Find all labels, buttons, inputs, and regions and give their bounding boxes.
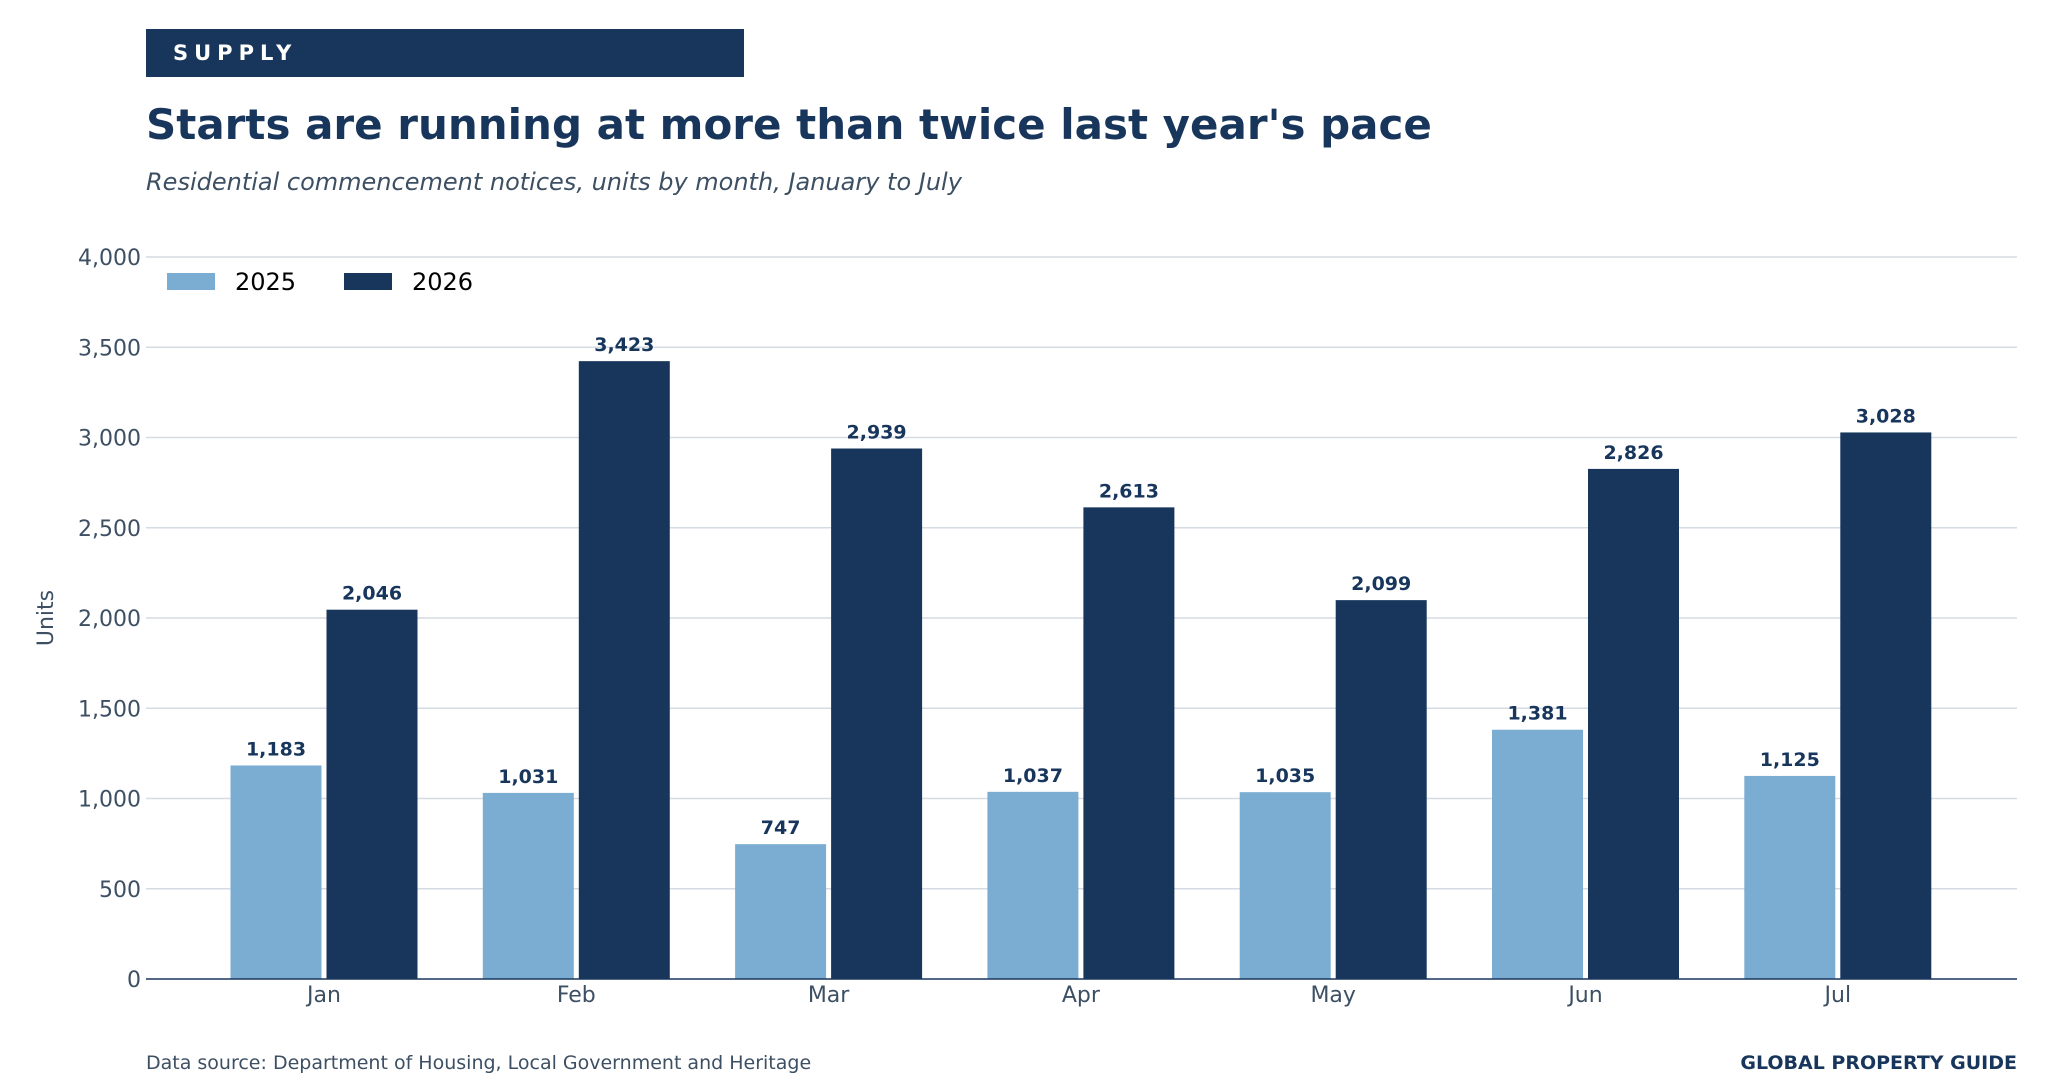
x-tick-label: May [1310,983,1355,1008]
chart-title: Starts are running at more than twice la… [146,100,1432,149]
y-tick-label: 3,500 [78,336,141,361]
bar-2025 [482,792,574,979]
bar-2025 [1744,775,1836,979]
y-tick-label: 3,000 [78,427,141,452]
data-label: 2,826 [1603,442,1663,464]
y-tick-label: 500 [99,878,141,903]
data-label: 2,613 [1099,480,1159,502]
bar-2025 [230,765,322,979]
data-label: 3,423 [594,334,654,356]
legend-label-2025: 2025 [235,268,296,296]
bar-2026 [578,361,670,979]
x-tick-label: Mar [808,983,850,1008]
data-label: 1,125 [1760,749,1820,771]
data-source-note: Data source: Department of Housing, Loca… [146,1052,812,1074]
chart-subtitle: Residential commencement notices, units … [146,168,962,196]
data-label: 3,028 [1856,405,1916,427]
bar-2026 [1335,600,1427,979]
bar-2025 [1492,729,1583,979]
data-label: 1,031 [498,766,558,788]
bar-2026 [831,448,923,979]
y-tick-label: 2,000 [78,607,141,632]
brand-wordmark: GLOBAL PROPERTY GUIDE [1740,1052,2017,1074]
legend-swatch-2026 [344,273,392,290]
x-tick-label: Apr [1062,983,1101,1008]
y-tick-label: 4,000 [78,246,141,271]
data-label: 1,035 [1255,765,1315,787]
data-label: 1,183 [246,738,306,760]
x-tick-label: Feb [557,983,596,1008]
x-tick-label: Jan [305,983,341,1008]
bar-2025 [1239,792,1331,979]
x-tick-label: Jul [1823,983,1852,1008]
bar-2026 [1588,468,1679,979]
y-tick-label: 1,500 [78,697,141,722]
data-label: 2,046 [342,583,402,605]
bar-2026 [1840,432,1932,979]
bar-2026 [326,609,418,979]
bar-2025 [735,844,827,979]
y-tick-label: 0 [127,968,141,993]
bar-2026 [1083,507,1175,979]
x-tick-label: Jun [1566,983,1602,1008]
legend-label-2026: 2026 [412,268,473,296]
y-tick-label: 1,000 [78,788,141,813]
data-label: 2,099 [1351,573,1411,595]
data-label: 1,037 [1003,765,1063,787]
data-label: 1,381 [1507,703,1567,725]
bar-2025 [987,791,1079,979]
section-kicker: SUPPLY [146,29,744,77]
legend-swatch-2025 [167,273,215,290]
y-axis-label: Units [34,590,59,646]
y-tick-label: 2,500 [78,517,141,542]
data-label: 2,939 [847,422,907,444]
data-label: 747 [761,817,801,839]
